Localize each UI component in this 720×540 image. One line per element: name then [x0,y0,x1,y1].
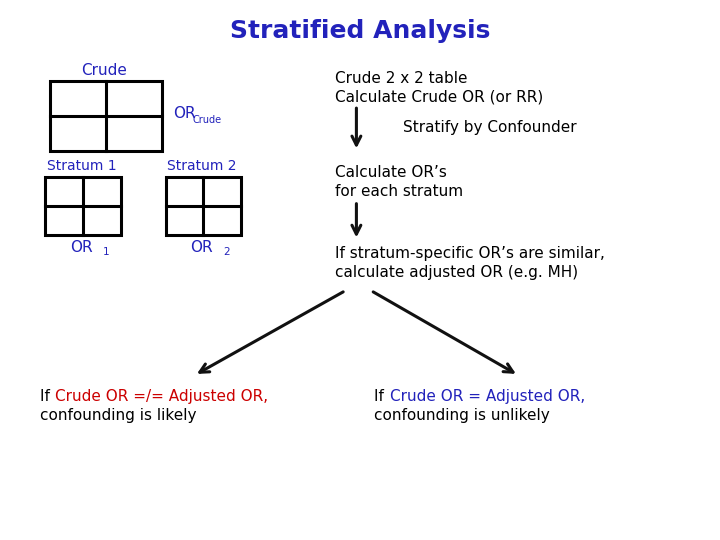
Text: If: If [374,389,389,404]
Text: 1: 1 [103,247,109,257]
Text: 2: 2 [223,247,230,257]
Text: Crude: Crude [193,115,222,125]
Text: Stratify by Confounder: Stratify by Confounder [403,120,577,136]
Text: Stratum 1: Stratum 1 [47,159,116,173]
Text: OR: OR [173,106,195,121]
Text: If: If [40,389,54,404]
Text: OR: OR [70,240,93,255]
Text: Stratified Analysis: Stratified Analysis [230,19,490,43]
Text: If stratum-specific OR’s are similar,: If stratum-specific OR’s are similar, [335,246,605,261]
Text: Calculate OR’s: Calculate OR’s [335,165,446,180]
Text: calculate adjusted OR (e.g. MH): calculate adjusted OR (e.g. MH) [335,265,578,280]
Bar [166,177,241,235]
Text: confounding is likely: confounding is likely [40,408,196,423]
Text: Crude OR = Adjusted OR,: Crude OR = Adjusted OR, [390,389,585,404]
Bar [45,177,121,235]
Text: Crude 2 x 2 table: Crude 2 x 2 table [335,71,467,86]
Text: Stratum 2: Stratum 2 [167,159,236,173]
Text: confounding is unlikely: confounding is unlikely [374,408,550,423]
Text: Crude: Crude [81,63,127,78]
Text: Crude OR =/= Adjusted OR,: Crude OR =/= Adjusted OR, [55,389,269,404]
Text: for each stratum: for each stratum [335,184,463,199]
Text: Calculate Crude OR (or RR): Calculate Crude OR (or RR) [335,90,543,105]
Text: OR: OR [190,240,213,255]
Bar [50,81,162,151]
